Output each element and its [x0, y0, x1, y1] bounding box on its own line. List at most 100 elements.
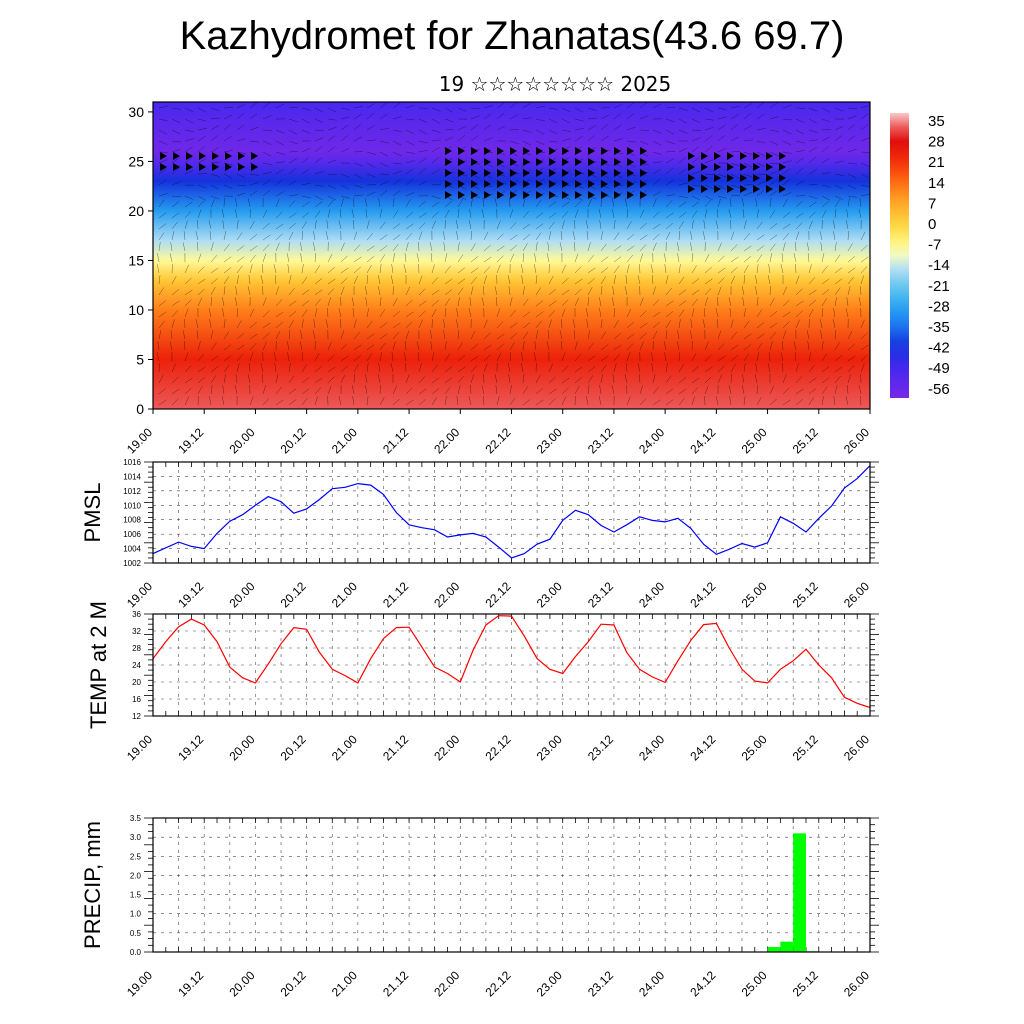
precip-x-tick-label: 25.00 — [739, 968, 770, 999]
precip-x-tick-label: 19.12 — [175, 968, 206, 999]
pmsl-x-tick-label: 22.12 — [482, 579, 513, 610]
precip-y-tick-label: 2.5 — [130, 852, 142, 861]
temp2m-x-tick-label: 21.00 — [329, 732, 360, 763]
colorbar-label: 14 — [928, 175, 945, 192]
temp2m-y-tick-label: 12 — [132, 712, 141, 721]
precip-y-tick-label: 0.0 — [130, 948, 142, 957]
temp2m-panel — [144, 613, 879, 717]
colorbar-label: 7 — [928, 195, 936, 212]
temp2m-x-tick-label: 19.12 — [175, 732, 206, 763]
temp2m-x-tick-label: 23.12 — [585, 732, 616, 763]
temp2m-x-tick-label: 25.12 — [790, 732, 821, 763]
pmsl-x-tick-label: 21.12 — [380, 579, 411, 610]
x-tick-label: 22.00 — [431, 425, 462, 456]
y-tick-label: 5 — [136, 351, 144, 367]
temp2m-x-tick-label: 21.12 — [380, 732, 411, 763]
precip-x-tick-label: 19.00 — [124, 968, 155, 999]
temp2m-axis-title: TEMP at 2 M — [86, 601, 111, 729]
precip-y-tick-label: 3.5 — [130, 814, 142, 823]
temp2m-minor-ticks — [152, 614, 871, 716]
pmsl-y-tick-label: 1008 — [123, 516, 141, 525]
pmsl-grid — [153, 462, 870, 563]
colorbar-label: -21 — [928, 278, 950, 295]
temp2m-y-tick-label: 28 — [132, 644, 141, 653]
x-tick-label: 21.00 — [329, 425, 360, 456]
x-tick-label: 23.00 — [534, 425, 565, 456]
pmsl-x-tick-label: 24.00 — [636, 579, 667, 610]
pmsl-y-tick-label: 1006 — [123, 530, 141, 539]
pmsl-x-tick-label: 20.00 — [226, 579, 257, 610]
precip-x-tick-label: 20.12 — [278, 968, 309, 999]
precip-y-tick-label: 1.5 — [130, 891, 142, 900]
temp2m-x-tick-label: 26.00 — [841, 732, 872, 763]
temp2m-y-tick-label: 16 — [132, 695, 141, 704]
pmsl-y-tick-label: 1012 — [123, 487, 141, 496]
precip-x-tick-label: 20.00 — [226, 968, 257, 999]
temp2m-x-tick-label: 20.00 — [226, 732, 257, 763]
pmsl-y-tick-label: 1004 — [123, 545, 141, 554]
pmsl-x-tick-label: 20.12 — [278, 579, 309, 610]
colorbar-label: -42 — [928, 340, 950, 357]
chart-subtitle: 19 ☆☆☆☆☆☆☆☆ 2025 — [438, 72, 672, 96]
y-tick-label: 25 — [128, 153, 144, 169]
pmsl-x-tick-label: 26.00 — [841, 579, 872, 610]
x-tick-label: 25.00 — [739, 425, 770, 456]
precip-bar — [793, 833, 806, 952]
temp2m-x-tick-label: 22.00 — [431, 732, 462, 763]
pmsl-x-tick-label: 19.00 — [124, 579, 155, 610]
precip-panel — [144, 817, 879, 953]
colorbar-label: -56 — [928, 381, 950, 398]
precip-x-tick-label: 22.12 — [482, 968, 513, 999]
precip-x-tick-label: 24.12 — [687, 968, 718, 999]
temp2m-x-tick-label: 24.00 — [636, 732, 667, 763]
precip-side-ticks — [144, 817, 879, 953]
precip-x-tick-label: 21.00 — [329, 968, 360, 999]
temp2m-side-ticks — [144, 613, 879, 717]
colorbar-label: -28 — [928, 298, 950, 315]
chart-title: Kazhydromet for Zhanatas(43.6 69.7) — [179, 14, 845, 58]
precip-y-tick-label: 2.0 — [130, 871, 142, 880]
temp2m-x-tick-label: 19.00 — [124, 732, 155, 763]
y-tick-label: 30 — [128, 104, 144, 120]
pmsl-y-tick-label: 1010 — [123, 501, 141, 510]
precip-grid — [153, 818, 870, 952]
temp2m-x-tick-label: 25.00 — [739, 732, 770, 763]
y-tick-label: 10 — [128, 302, 144, 318]
precip-y-tick-label: 0.5 — [130, 929, 142, 938]
precip-axis-title: PRECIP, mm — [80, 821, 105, 949]
precip-x-tick-label: 22.00 — [431, 968, 462, 999]
y-tick-label: 15 — [128, 252, 144, 268]
temp2m-x-tick-label: 20.12 — [278, 732, 309, 763]
temp2m-x-tick-label: 23.00 — [534, 732, 565, 763]
colorbar-label: -49 — [928, 360, 950, 377]
precip-y-tick-label: 1.0 — [130, 910, 142, 919]
jet-flag-field — [160, 147, 786, 199]
x-tick-label: 25.12 — [790, 425, 821, 456]
pmsl-y-tick-label: 1014 — [123, 472, 141, 481]
colorbar-label: 0 — [928, 216, 936, 233]
precip-bar — [780, 941, 794, 952]
x-tick-label: 23.12 — [585, 425, 616, 456]
temp2m-y-tick-label: 20 — [132, 678, 141, 687]
pmsl-series-line — [152, 465, 871, 559]
temp2m-series-line — [152, 615, 871, 709]
y-tick-label: 20 — [128, 203, 144, 219]
x-tick-label: 19.12 — [175, 425, 206, 456]
pmsl-x-tick-label: 24.12 — [687, 579, 718, 610]
precip-y-tick-label: 3.0 — [130, 833, 142, 842]
x-tick-label: 22.12 — [482, 425, 513, 456]
pmsl-x-tick-label: 25.12 — [790, 579, 821, 610]
precip-x-tick-label: 23.00 — [534, 968, 565, 999]
wind-barb-field — [156, 102, 870, 406]
pmsl-x-tick-label: 23.00 — [534, 579, 565, 610]
x-tick-label: 19.00 — [124, 425, 155, 456]
pmsl-y-tick-label: 1002 — [123, 559, 141, 568]
colorbar-label: -14 — [928, 257, 950, 274]
colorbar-label: 35 — [928, 113, 945, 130]
temp2m-x-tick-label: 22.12 — [482, 732, 513, 763]
precip-x-tick-label: 26.00 — [841, 968, 872, 999]
temp2m-grid — [153, 614, 870, 716]
pmsl-x-tick-label: 19.12 — [175, 579, 206, 610]
pmsl-y-tick-label: 1016 — [123, 458, 141, 467]
temp2m-y-tick-label: 32 — [132, 627, 141, 636]
